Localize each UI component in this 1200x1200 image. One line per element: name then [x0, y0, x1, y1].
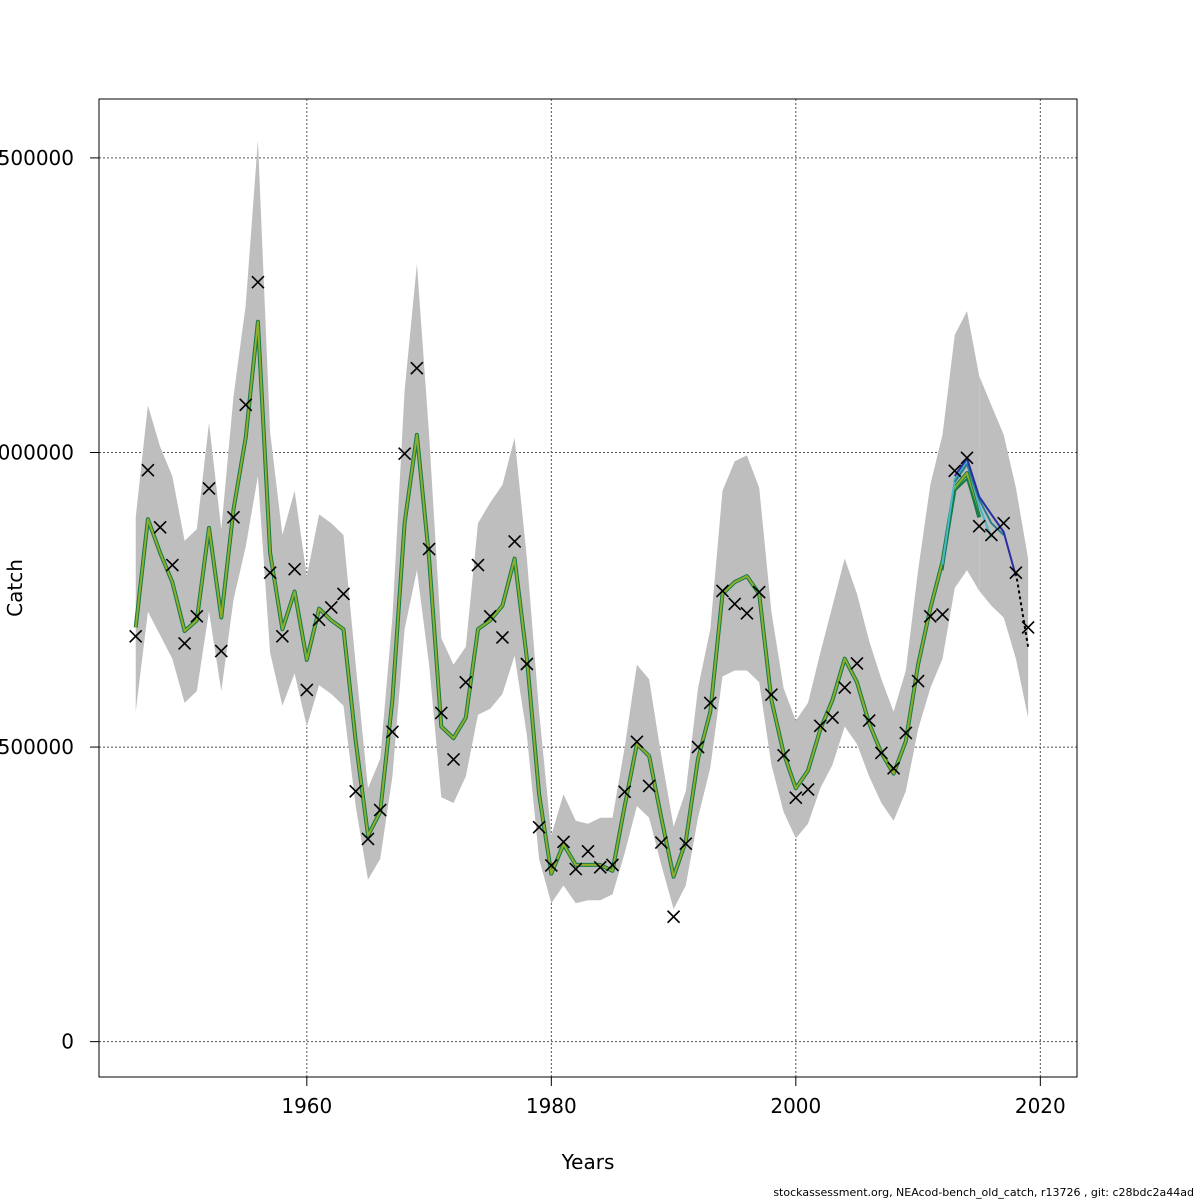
observed-point	[887, 761, 901, 775]
observed-point	[446, 752, 461, 767]
observed-point	[471, 558, 485, 572]
observed-point	[911, 674, 925, 688]
observed-point	[764, 688, 778, 702]
y-axis-title: Catch	[3, 559, 27, 617]
observed-point	[239, 398, 253, 412]
observed-point	[740, 606, 754, 620]
observed-point	[385, 725, 399, 739]
y-tick-label: 0	[61, 1030, 74, 1054]
observed-point	[190, 609, 204, 623]
observed-point	[752, 585, 766, 599]
observed-point	[361, 832, 375, 846]
observed-point	[422, 542, 436, 556]
x-tick-label: 1980	[526, 1094, 577, 1118]
x-axis-title: Years	[561, 1150, 615, 1174]
y-tick-label: 1000000	[0, 440, 74, 464]
observed-point	[263, 566, 277, 580]
observed-point	[312, 613, 326, 627]
observed-point	[544, 858, 558, 873]
plot-frame	[98, 98, 1078, 1078]
observed-point	[459, 675, 473, 689]
observed-point	[777, 748, 791, 762]
observed-point	[581, 844, 595, 858]
observed-point	[483, 609, 497, 623]
observed-point	[202, 481, 216, 495]
observed-point	[434, 706, 448, 720]
observed-point	[226, 510, 241, 524]
confidence-band	[135, 140, 1029, 910]
observed-point	[275, 629, 289, 643]
observed-point	[935, 607, 950, 622]
observed-point	[1021, 620, 1035, 635]
confidence-band-retro	[979, 375, 1029, 718]
observed-point	[642, 779, 656, 793]
footer-credit: stockassessment.org, NEAcod-bench_old_ca…	[773, 1186, 1194, 1199]
observed-point	[556, 835, 571, 849]
retro-line-3	[953, 463, 1005, 536]
observed-point	[569, 862, 583, 876]
observed-point	[703, 696, 717, 710]
observed-point	[801, 782, 815, 797]
observed-point	[129, 629, 143, 643]
retro-line-5	[1014, 572, 1030, 648]
x-tick-label: 1960	[281, 1094, 332, 1118]
retro-line-1	[941, 478, 981, 571]
observed-point	[728, 597, 742, 611]
axes: 1960 1980 2000 2020 0 500000 1000000 1500000	[0, 146, 1066, 1118]
observed-point	[251, 275, 265, 289]
observed-point	[654, 835, 668, 850]
observed-point	[324, 600, 338, 615]
observed-point	[153, 520, 167, 534]
observed-point	[948, 464, 962, 478]
observed-point	[862, 713, 876, 728]
observed-points	[129, 275, 1035, 924]
retro-line-4	[953, 457, 1017, 577]
observed-point	[618, 785, 632, 799]
observed-point	[349, 784, 363, 798]
observed-point	[495, 630, 509, 645]
observed-point	[336, 587, 351, 601]
observed-point	[520, 657, 534, 671]
x-tick-label: 2000	[770, 1094, 821, 1118]
observed-point	[984, 528, 998, 542]
y-tick-label: 1500000	[0, 146, 74, 170]
observed-point	[923, 609, 937, 623]
observed-point	[789, 791, 803, 805]
observed-point	[165, 558, 179, 572]
observed-point	[532, 820, 546, 834]
y-tick-label: 500000	[0, 735, 74, 759]
observed-point	[373, 803, 387, 817]
observed-point	[398, 447, 412, 461]
observed-point	[997, 516, 1011, 530]
observed-point	[972, 519, 986, 533]
x-tick-label: 2020	[1015, 1094, 1066, 1118]
observed-point	[410, 361, 424, 375]
observed-point	[178, 636, 192, 650]
observed-point	[630, 735, 644, 749]
observed-point	[300, 683, 314, 697]
observed-point	[838, 681, 852, 695]
observed-point	[715, 584, 730, 598]
observed-point	[141, 463, 155, 477]
series-lines	[133, 319, 1030, 879]
confidence-band-main	[135, 140, 980, 910]
observed-point	[667, 910, 681, 924]
observed-point	[605, 858, 620, 872]
observed-point	[679, 837, 693, 851]
observed-point	[874, 746, 888, 760]
observed-point	[508, 534, 522, 549]
observed-point	[214, 644, 228, 658]
observed-point	[813, 719, 827, 733]
observed-point	[1009, 566, 1023, 580]
observed-point	[288, 562, 302, 576]
observed-point	[960, 451, 974, 465]
fit-line	[134, 320, 981, 878]
observed-point	[899, 726, 913, 740]
observed-point	[825, 711, 840, 725]
observed-point	[691, 740, 705, 754]
observed-point	[850, 656, 864, 670]
observed-point	[593, 860, 607, 874]
